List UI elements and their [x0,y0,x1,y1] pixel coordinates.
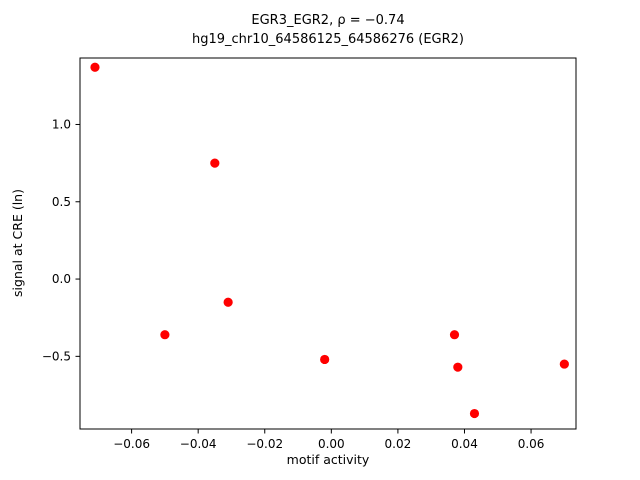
data-point [469,408,480,419]
x-axis-label: motif activity [287,452,370,467]
y-ticks-group: −0.5 0.0 0.5 1.0 [42,117,80,363]
data-point [210,158,220,168]
y-tick-label: −0.5 [42,349,71,363]
y-axis-label: signal at CRE (ln) [10,189,25,297]
data-point [449,330,460,340]
x-tick-label: −0.02 [246,437,283,451]
data-point [453,362,463,372]
data-point [320,354,330,365]
y-tick-label: 1.0 [52,117,71,131]
x-tick-label: 0.06 [518,437,545,451]
data-point [223,297,233,307]
x-ticks-group: −0.06 −0.04 −0.02 0.00 0.02 0.04 0.06 [113,429,544,451]
x-tick-label: 0.04 [451,437,478,451]
data-point [160,330,170,340]
chart-title-line2: hg19_chr10_64586125_64586276 (EGR2) [192,32,464,47]
x-tick-label: 0.00 [318,437,345,451]
y-tick-label: 0.0 [52,272,71,286]
x-tick-label: 0.02 [385,437,412,451]
plot-area [79,57,577,430]
data-point [90,62,100,72]
points-group [90,62,569,419]
data-point [559,359,569,369]
chart-title-line1: EGR3_EGR2, ρ = −0.74 [251,13,404,28]
x-tick-label: −0.04 [180,437,217,451]
x-tick-label: −0.06 [113,437,150,451]
y-tick-label: 0.5 [52,195,71,209]
